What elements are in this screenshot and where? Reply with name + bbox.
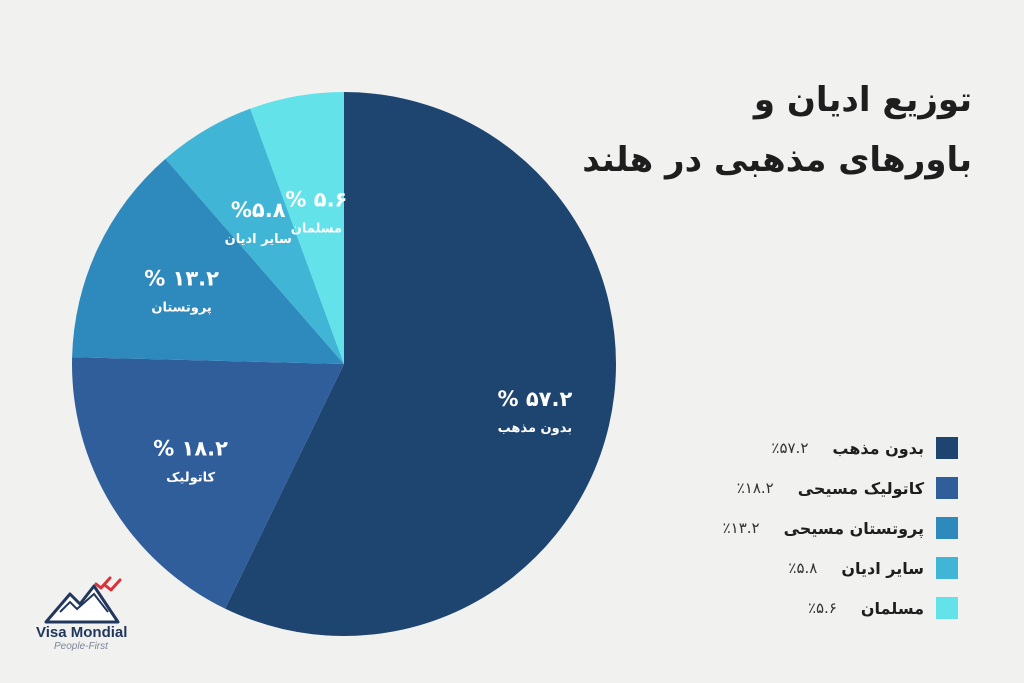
legend-item: کاتولیک مسیحی ٪۱۸.۲ [658,468,958,508]
slice-value-label: %۵.۸ [231,198,286,222]
slice-value-label: % ۵.۶ [285,188,347,212]
pie-slice [72,158,344,364]
legend-label: مسلمان [860,598,924,618]
slice-category-label: پروتستان [151,301,211,316]
legend-swatch [936,597,958,619]
mountain-logo-icon [44,576,122,624]
legend-item: مسلمان ٪۵.۶ [658,588,958,628]
pie-slice [250,92,344,364]
brand-name: Visa Mondial [36,624,128,641]
legend-swatch [936,437,958,459]
pie-labels: % ۵۷.۲ بدون مذهب % ۱۸.۲ کاتولیک % ۱۳.۲ پروتست… [144,188,572,486]
pie-slice [72,357,345,609]
legend-item: سایر ادیان ٪۵.۸ [658,548,958,588]
legend-value: ٪۱۸.۲ [736,479,774,497]
legend-label: بدون مذهب [832,438,924,458]
slice-value-label: % ۵۷.۲ [498,387,573,411]
pie-slices [72,92,616,636]
legend-value: ٪۱۳.۲ [722,519,760,537]
chart-title: توزیع ادیان و باورهای مذهبی در هلند [532,70,972,190]
legend-swatch [936,477,958,499]
chart-title-line-1: توزیع ادیان و [753,80,972,120]
legend-swatch [936,517,958,539]
legend-value: ٪۵.۸ [788,559,818,577]
legend-item: بدون مذهب ٪۵۷.۲ [658,428,958,468]
legend-value: ٪۵.۶ [807,599,837,617]
slice-value-label: % ۱۸.۲ [153,436,228,460]
legend-label: سایر ادیان [841,558,924,578]
slice-category-label: بدون مذهب [498,421,572,436]
pie-slice [225,92,616,636]
legend-label: کاتولیک مسیحی [797,478,924,498]
slice-value-label: % ۱۳.۲ [144,267,219,291]
slice-category-label: سایر ادیان [225,232,292,247]
legend-item: پروتستان مسیحی ٪۱۳.۲ [658,508,958,548]
chart-legend: بدون مذهب ٪۵۷.۲ کاتولیک مسیحی ٪۱۸.۲ پروت… [658,428,958,628]
legend-value: ٪۵۷.۲ [771,439,809,457]
brand-tagline: People-First [54,641,108,652]
pie-slice [165,108,344,364]
legend-label: پروتستان مسیحی [783,518,924,538]
chart-title-line-2: باورهای مذهبی در هلند [582,140,972,180]
slice-category-label: مسلمان [291,222,342,237]
brand-logo: Visa Mondial People-First [36,574,156,652]
legend-swatch [936,557,958,579]
slice-category-label: کاتولیک [166,470,215,485]
